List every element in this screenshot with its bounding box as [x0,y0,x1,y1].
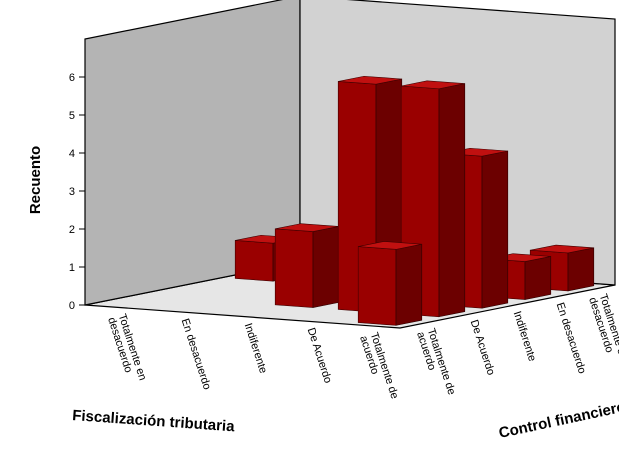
y-tick-label: 0 [69,300,75,312]
bar-side [395,243,423,326]
depth-tick-label: Totalmente endesacuerdo [586,293,619,366]
bar [274,223,340,308]
bar [357,241,423,326]
bar-side [438,83,466,318]
bar-front [357,246,397,326]
x-tick-label: De Acuerdo [305,326,334,384]
depth-tick-label: Indiferente [511,310,538,363]
x-axis-title: Fiscalización tributaria [72,407,236,435]
depth-tick-label: De Acuerdo [468,318,497,376]
y-tick-label: 2 [69,224,75,236]
bar-top [358,241,422,250]
bar-top [401,80,465,90]
y-tick-label: 4 [69,148,75,160]
x-tick-label: Totalmente deacuerdo [357,331,400,404]
bar-front [234,240,274,282]
y-tick-label: 5 [69,110,75,122]
x-tick-label: Totalmente endesacuerdo [105,313,148,386]
depth-tick-label: Totalmente deacuerdo [414,327,457,400]
depth-axis-title: Control financiero [497,398,619,441]
y-tick-label: 6 [69,72,75,84]
bar-front [274,228,314,308]
bar-side [312,226,340,308]
x-tick-label: Indiferente [242,322,269,375]
left-wall [84,0,301,306]
bar-side [567,247,595,292]
depth-tick-label: En desacuerdo [554,301,588,375]
bar-side [524,256,552,300]
bar-top [530,244,594,254]
y-tick-label: 3 [69,186,75,198]
x-tick-label: En desacuerdo [179,317,213,391]
bar-top [338,75,402,85]
y-axis-title: Recuento [27,146,44,214]
bar-side [481,150,509,309]
y-tick-label: 1 [69,262,75,274]
